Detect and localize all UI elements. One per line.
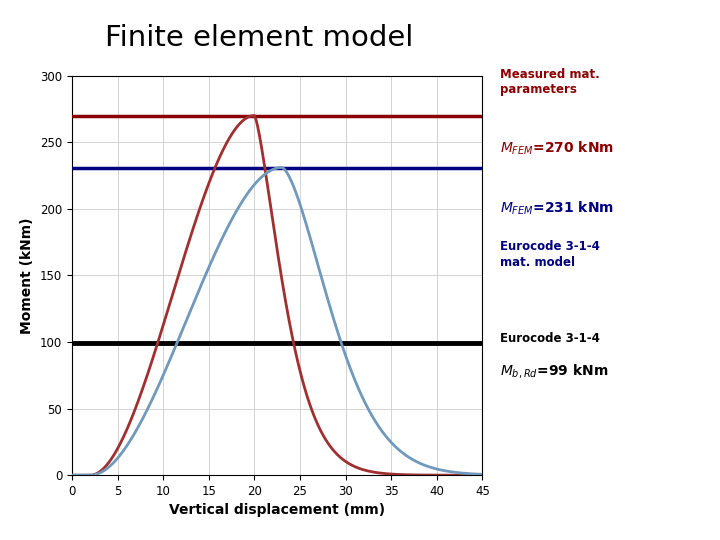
Text: Measured mat.
parameters: Measured mat. parameters — [500, 68, 600, 97]
Text: $\mathit{M}_{FEM}$=231 kNm: $\mathit{M}_{FEM}$=231 kNm — [500, 199, 614, 217]
Text: $\mathit{M}_{FEM}$=270 kNm: $\mathit{M}_{FEM}$=270 kNm — [500, 140, 614, 157]
Y-axis label: Moment (kNm): Moment (kNm) — [20, 217, 35, 334]
Text: $\mathit{M}_{b,Rd}$=99 kNm: $\mathit{M}_{b,Rd}$=99 kNm — [500, 362, 608, 380]
Text: Structural stainless steels: Structural stainless steels — [690, 150, 700, 314]
X-axis label: Vertical displacement (mm): Vertical displacement (mm) — [169, 503, 385, 517]
Text: 11: 11 — [687, 514, 703, 526]
Text: Finite element model: Finite element model — [105, 24, 413, 52]
Text: Eurocode 3-1-4
mat. model: Eurocode 3-1-4 mat. model — [500, 240, 600, 269]
Text: Eurocode 3-1-4: Eurocode 3-1-4 — [500, 332, 600, 345]
